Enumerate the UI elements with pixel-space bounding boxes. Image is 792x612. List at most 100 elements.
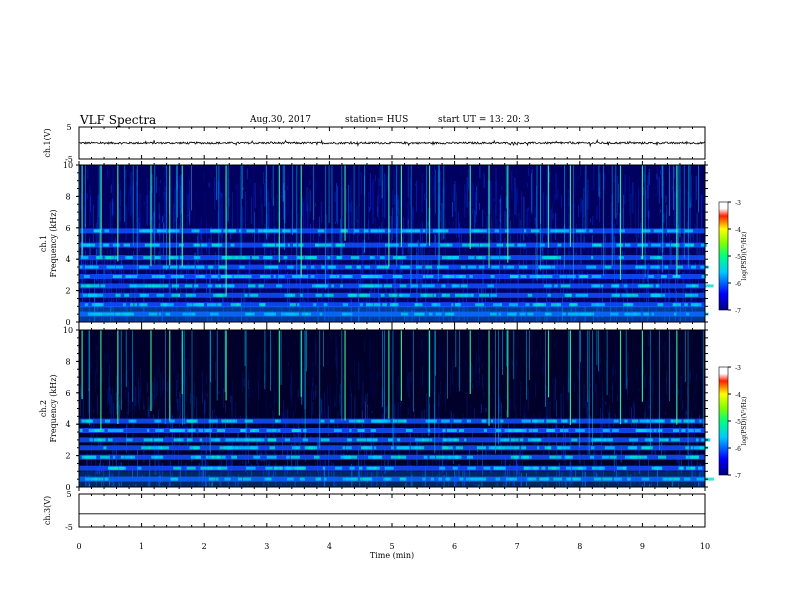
noise-streak (599, 352, 600, 380)
x-tick-label: 9 (640, 542, 645, 551)
noise-streak (428, 208, 430, 228)
noise-streak (549, 401, 551, 420)
noise-streak (395, 432, 397, 453)
band-speckle (157, 229, 161, 233)
noise-streak (321, 408, 323, 427)
band-speckle (543, 477, 547, 481)
noise-streak (351, 299, 352, 322)
noise-streak (370, 267, 372, 298)
band-speckle (290, 293, 296, 297)
band-speckle (313, 455, 320, 459)
noise-streak (147, 396, 149, 417)
band-speckle (81, 256, 89, 260)
noise-streak (615, 336, 617, 373)
noise-streak (546, 191, 548, 215)
noise-streak (384, 477, 386, 487)
noise-streak (163, 191, 165, 196)
band-speckle (366, 438, 371, 442)
noise-streak (180, 285, 182, 295)
band-speckle (652, 293, 662, 297)
noise-streak (220, 205, 222, 236)
noise-streak (644, 454, 645, 468)
noise-streak (399, 350, 401, 371)
noise-streak (666, 204, 668, 237)
band-speckle (629, 438, 639, 442)
noise-streak (671, 343, 673, 352)
noise-streak (135, 483, 137, 487)
noise-streak (680, 361, 681, 367)
noise-streak (520, 480, 521, 487)
noise-streak (248, 401, 250, 419)
noise-streak (438, 345, 440, 372)
band-speckle (263, 256, 271, 260)
noise-streak (502, 483, 504, 487)
noise-streak (422, 174, 424, 206)
noise-streak (193, 395, 195, 426)
band-speckle (519, 438, 524, 442)
noise-streak (183, 177, 184, 206)
band-speckle (564, 293, 572, 297)
noise-streak (80, 358, 82, 372)
start-time-label: start UT = 13: 20: 3 (438, 115, 530, 125)
noise-streak (496, 219, 498, 259)
band-speckle (592, 243, 601, 247)
noise-streak (440, 371, 441, 381)
noise-streak (217, 346, 219, 361)
noise-streak (358, 305, 360, 313)
band-speckle (396, 446, 405, 450)
noise-streak (270, 249, 272, 273)
band-speckle (369, 438, 378, 442)
noise-streak (699, 229, 701, 275)
noise-streak (412, 206, 414, 243)
noise-streak (108, 375, 110, 402)
noise-streak (379, 331, 381, 347)
noise-streak (147, 477, 149, 487)
band-speckle (90, 284, 100, 288)
noise-streak (464, 464, 466, 487)
noise-streak (135, 318, 137, 322)
band-speckle (667, 229, 670, 233)
noise-streak (331, 351, 332, 366)
noise-streak (335, 332, 336, 362)
band-speckle (400, 477, 406, 481)
noise-streak (457, 366, 459, 388)
band-speckle (400, 293, 410, 297)
band-speckle (235, 438, 238, 442)
noise-streak (614, 209, 615, 227)
noise-streak (688, 453, 689, 471)
noise-streak (179, 373, 181, 381)
noise-streak (377, 236, 379, 239)
noise-streak (260, 351, 262, 373)
noise-streak (466, 391, 468, 422)
band-speckle (349, 466, 355, 470)
band-speckle (130, 303, 134, 307)
band-speckle (559, 275, 567, 278)
noise-streak (162, 216, 163, 224)
band-speckle (217, 303, 222, 307)
noise-streak (693, 239, 694, 242)
band-speckle (487, 284, 494, 288)
noise-streak (319, 397, 321, 425)
noise-streak (126, 371, 128, 385)
noise-streak (119, 189, 121, 207)
noise-streak (269, 249, 271, 280)
band-speckle (425, 265, 433, 269)
noise-streak (650, 477, 652, 487)
band-speckle (379, 256, 385, 260)
band-speckle (233, 275, 243, 278)
noise-streak (434, 166, 435, 172)
noise-streak (400, 189, 401, 229)
noise-streak (354, 273, 356, 285)
band-speckle (371, 419, 376, 423)
noise-streak (541, 484, 543, 487)
noise-streak (217, 210, 219, 234)
band-speckle (483, 466, 491, 470)
noise-streak (340, 383, 341, 416)
noise-streak (158, 356, 160, 392)
noise-streak (220, 183, 222, 208)
noise-streak (350, 379, 351, 392)
noise-streak (640, 303, 641, 316)
noise-streak (546, 415, 548, 438)
noise-streak (174, 189, 175, 228)
